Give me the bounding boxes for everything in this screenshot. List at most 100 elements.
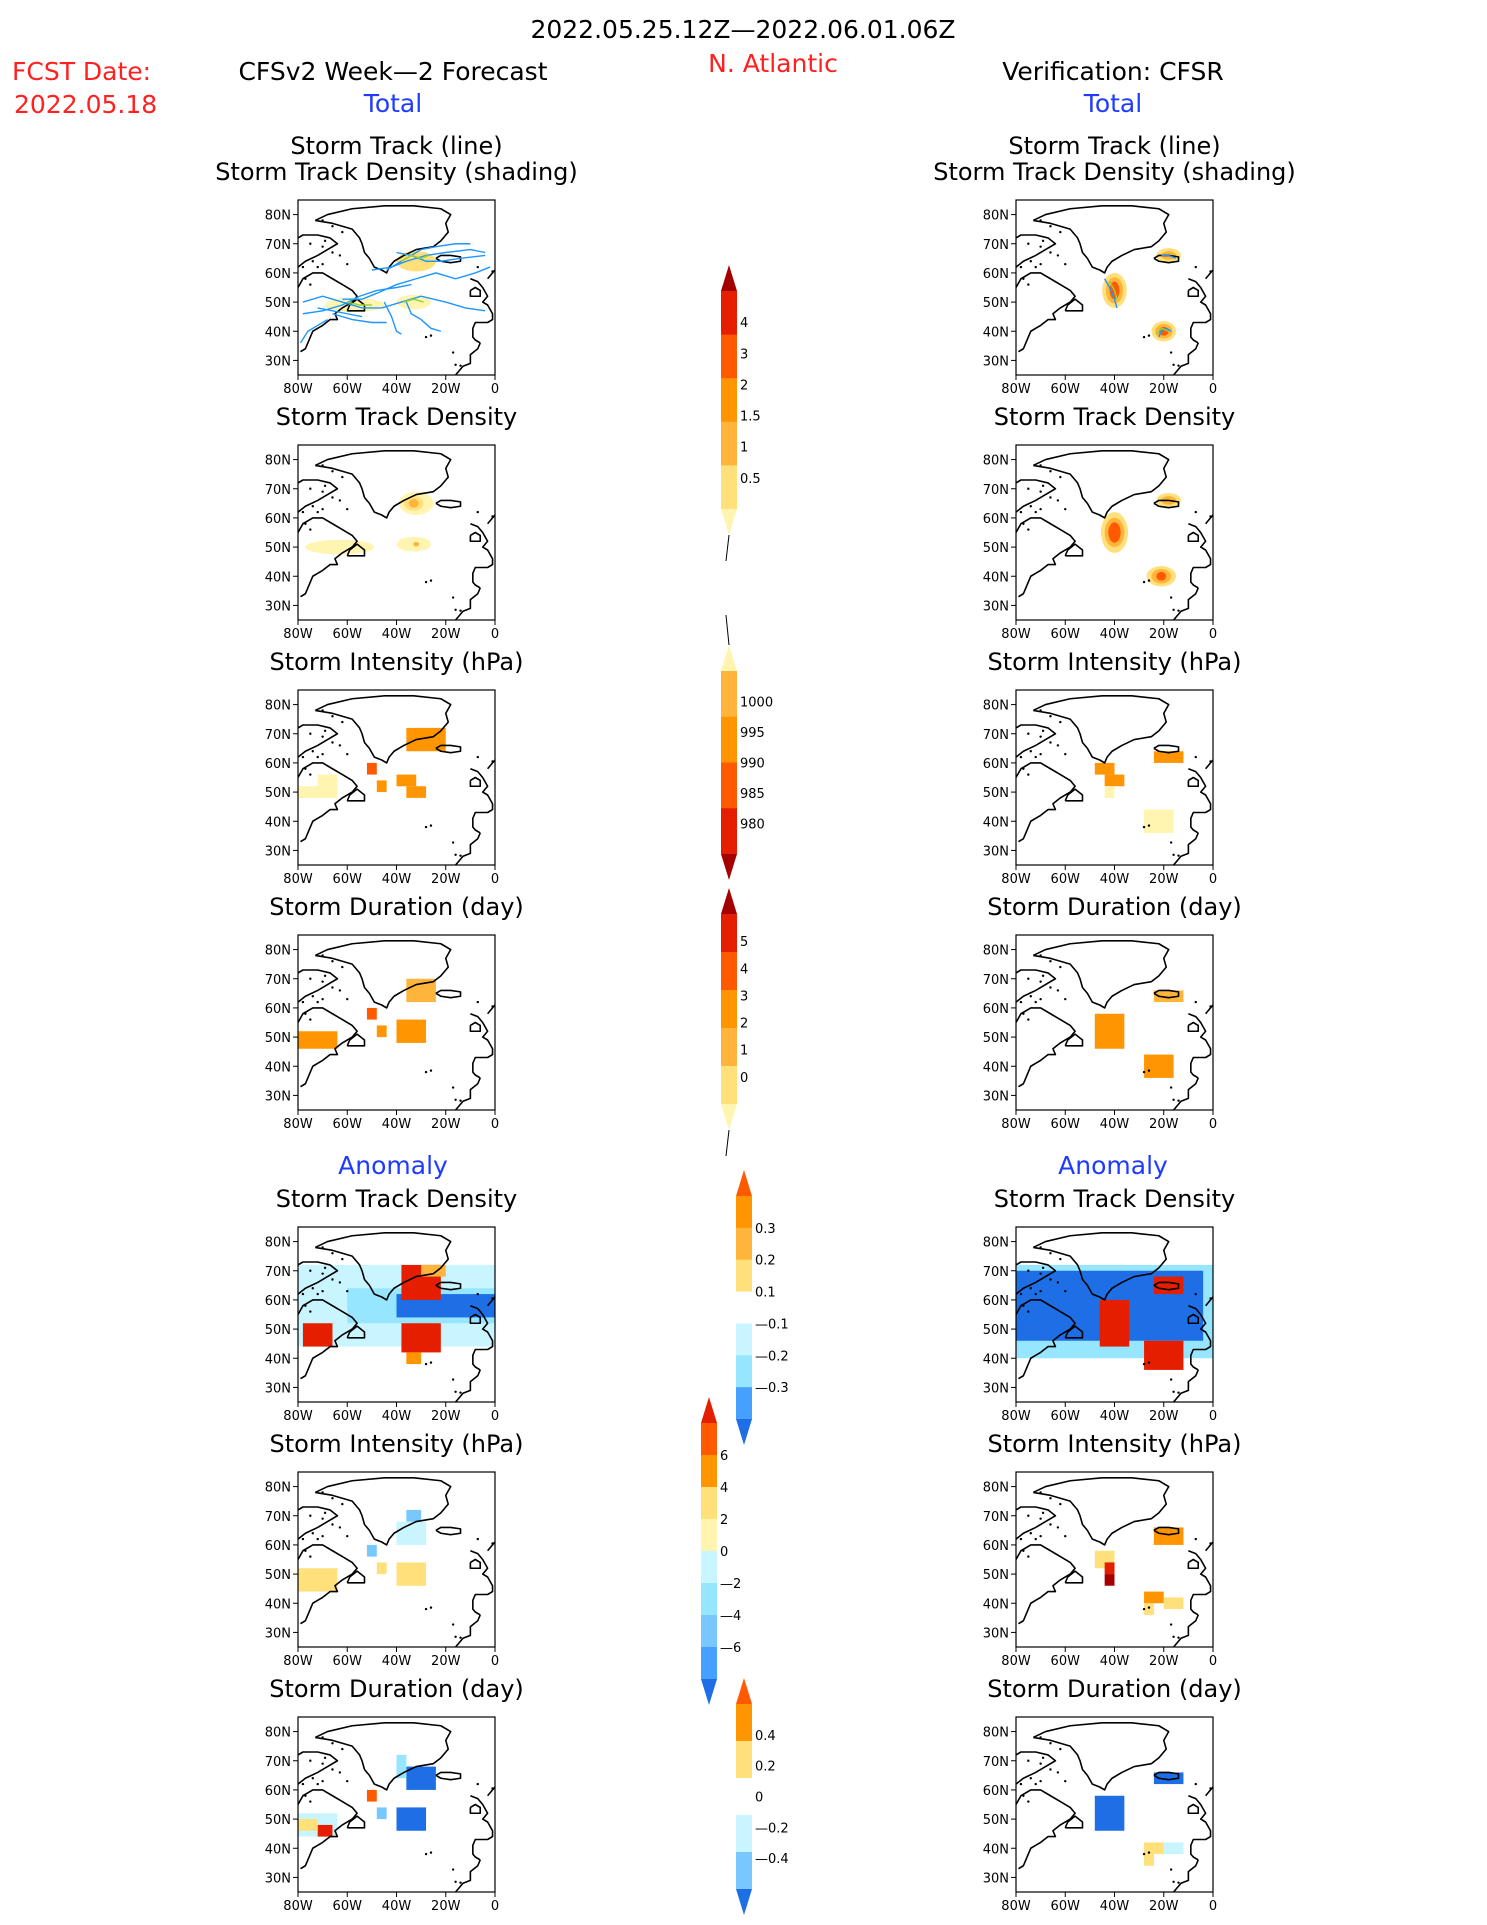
island-dot xyxy=(1027,283,1030,286)
coastline xyxy=(454,342,481,375)
shaded-cell xyxy=(396,1294,495,1318)
colorbar-tail xyxy=(725,614,730,646)
shaded-cell xyxy=(1153,1527,1184,1545)
island-dot xyxy=(1147,1851,1151,1854)
colorbar-tick-label: —6 xyxy=(720,1641,741,1656)
island-dot xyxy=(1039,262,1042,266)
x-tick-label: 0 xyxy=(491,1654,499,1669)
island-dot xyxy=(1029,1532,1032,1535)
island-dot xyxy=(1209,760,1212,763)
colorbar-segment xyxy=(701,1647,717,1680)
y-tick-label: 40N xyxy=(265,325,291,340)
island-dot xyxy=(476,265,479,269)
island-dot xyxy=(451,1378,455,1381)
coastline xyxy=(454,1369,481,1402)
y-tick-label: 40N xyxy=(983,815,1009,830)
island-dot xyxy=(341,230,344,234)
island-dot xyxy=(454,1390,457,1393)
island-dot xyxy=(331,1742,334,1745)
shaded-cell xyxy=(302,1323,333,1347)
island-dot xyxy=(1039,752,1042,756)
y-tick-label: 80N xyxy=(265,1726,291,1741)
x-tick-label: 20W xyxy=(431,1654,461,1669)
coastline xyxy=(1032,450,1170,519)
y-tick-label: 60N xyxy=(265,757,291,772)
island-dot xyxy=(1039,1289,1042,1293)
y-tick-label: 80N xyxy=(983,944,1009,959)
x-tick-label: 60W xyxy=(1051,1899,1081,1914)
x-tick-label: 0 xyxy=(491,1409,499,1424)
island-dot xyxy=(1049,1523,1052,1526)
map-field xyxy=(298,940,495,1110)
coastline xyxy=(469,1021,482,1033)
colorbar-tick-label: 5 xyxy=(740,935,748,950)
island-dot xyxy=(451,351,455,354)
island-dot xyxy=(331,1278,334,1281)
island-dot xyxy=(1172,1098,1175,1101)
island-dot xyxy=(454,1880,457,1883)
coastline xyxy=(1153,744,1180,754)
colorbar-top-arrow xyxy=(721,888,737,914)
coastline xyxy=(1188,523,1212,589)
shaded-cell xyxy=(421,1264,446,1277)
x-tick-label: 20W xyxy=(1149,382,1179,397)
colorbar-top-arrow xyxy=(701,1397,717,1423)
map-field xyxy=(298,695,495,865)
colorbar-segment xyxy=(701,1583,717,1616)
island-dot xyxy=(1056,1526,1060,1529)
island-dot xyxy=(1039,219,1042,222)
y-tick-label: 40N xyxy=(983,325,1009,340)
island-dot xyxy=(1049,1742,1052,1745)
island-dot xyxy=(321,735,324,738)
y-tick-label: 80N xyxy=(265,1236,291,1251)
island-dot xyxy=(346,1779,349,1783)
colorbar-segment xyxy=(736,1704,752,1742)
island-dot xyxy=(1019,1000,1023,1004)
y-tick-label: 30N xyxy=(983,1089,1009,1104)
island-dot xyxy=(1169,596,1173,599)
map-field xyxy=(298,1232,495,1402)
coastline xyxy=(1016,234,1057,268)
island-dot xyxy=(341,1747,344,1751)
island-dot xyxy=(1039,1534,1042,1538)
coastline xyxy=(298,1751,339,1785)
storm-track-line xyxy=(299,318,328,344)
y-tick-label: 40N xyxy=(983,570,1009,585)
coastline xyxy=(1032,695,1170,764)
x-tick-label: 0 xyxy=(491,872,499,887)
y-tick-label: 80N xyxy=(265,944,291,959)
island-dot xyxy=(424,1362,428,1366)
colorbar-tail xyxy=(725,534,730,562)
island-dot xyxy=(491,270,494,273)
island-dot xyxy=(491,1297,494,1300)
colorbar-bottom-arrow xyxy=(736,1419,752,1445)
y-tick-label: 60N xyxy=(983,267,1009,282)
coastline xyxy=(1016,969,1057,1003)
island-dot xyxy=(459,1636,462,1639)
coastline xyxy=(1172,832,1199,865)
coastline xyxy=(314,1722,452,1791)
map-panel-fc-intensity: 80W 60W 40W 20W 0 30N 40N 50N 60N 70N 80N Storm Int… xyxy=(265,648,524,887)
y-tick-label: 40N xyxy=(265,1352,291,1367)
map-panel-fc-intensity-anom: 80W 60W 40W 20W 0 30N 40N 50N 60N 70N 80N Storm Int… xyxy=(265,1430,524,1669)
map-field xyxy=(1016,940,1213,1110)
coastline xyxy=(314,695,452,764)
island-dot xyxy=(331,1497,334,1500)
coastline xyxy=(435,1526,462,1536)
x-tick-label: 0 xyxy=(1209,1899,1217,1914)
coastline xyxy=(1187,1803,1200,1815)
y-tick-label: 50N xyxy=(983,1813,1009,1828)
island-dot xyxy=(1049,986,1052,989)
colorbar-tick-label: 4 xyxy=(740,962,748,977)
shaded-cell xyxy=(1153,1276,1184,1295)
shaded-cell xyxy=(406,978,436,1003)
storm-track-line xyxy=(401,254,429,262)
colorbar-tick-label: 4 xyxy=(740,316,748,331)
island-dot xyxy=(331,251,334,254)
map-field xyxy=(1016,205,1213,375)
coastline xyxy=(1016,724,1057,758)
island-dot xyxy=(1022,1794,1025,1797)
island-dot xyxy=(451,1086,455,1089)
island-dot xyxy=(309,283,312,286)
island-dot xyxy=(476,1000,479,1004)
